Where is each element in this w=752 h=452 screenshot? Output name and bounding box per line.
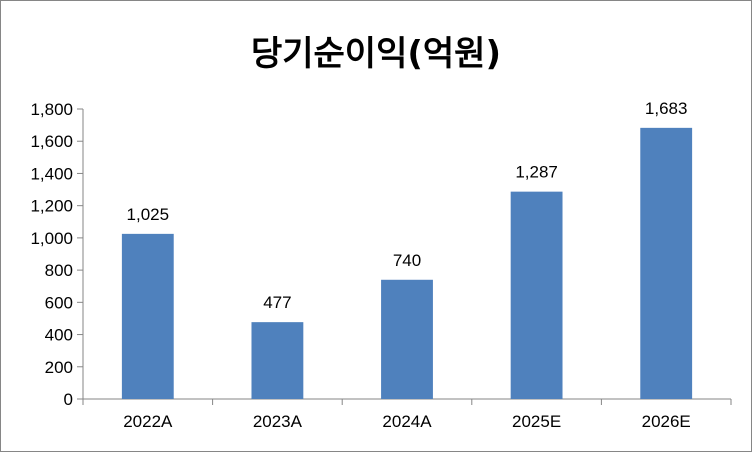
- data-label: 1,025: [127, 205, 170, 224]
- bar-2026E: [640, 127, 693, 399]
- chart-title: 당기순이익(억원): [251, 34, 501, 74]
- bar-2023A: [251, 322, 304, 399]
- x-tick-label: 2022A: [123, 412, 173, 431]
- y-tick-label: 1,600: [30, 132, 73, 151]
- x-axis: 2022A 2023A 2024A 2025E 2026E: [82, 398, 732, 431]
- y-tick-label: 1,400: [30, 164, 73, 183]
- y-tick-label: 800: [45, 261, 73, 280]
- data-label: 477: [263, 293, 291, 312]
- x-tick-label: 2025E: [512, 412, 561, 431]
- bar-2022A: [121, 233, 174, 399]
- bar-2025E: [510, 191, 563, 399]
- y-tick-label: 400: [45, 326, 73, 345]
- y-tick-label: 200: [45, 358, 73, 377]
- data-label: 1,287: [515, 163, 558, 182]
- data-label: 740: [393, 251, 421, 270]
- y-tick-label: 1,000: [30, 229, 73, 248]
- data-labels: 1,025 477 740 1,287 1,683: [127, 99, 688, 312]
- y-tick-label: 600: [45, 293, 73, 312]
- y-tick-label: 1,200: [30, 197, 73, 216]
- y-tick-label: 0: [64, 390, 73, 409]
- y-axis: 0 200 400 600 800 1,000 1,200 1,400 1,600 1,800: [30, 100, 84, 409]
- bars: [121, 127, 693, 399]
- x-tick-label: 2023A: [253, 412, 303, 431]
- x-tick-label: 2026E: [642, 412, 691, 431]
- bar-2024A: [381, 279, 433, 399]
- x-tick-label: 2024A: [382, 412, 432, 431]
- y-tick-label: 1,800: [30, 100, 73, 119]
- data-label: 1,683: [645, 99, 688, 118]
